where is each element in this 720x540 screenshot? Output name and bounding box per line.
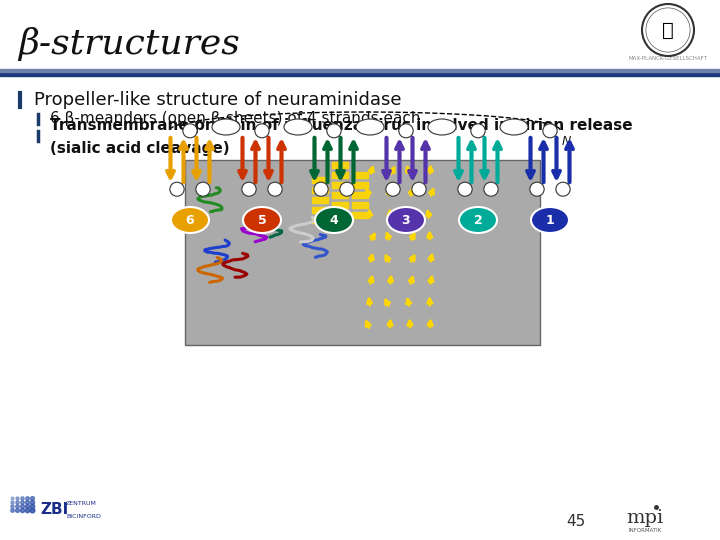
Ellipse shape <box>340 182 354 196</box>
Ellipse shape <box>212 119 240 135</box>
Text: 6: 6 <box>186 213 194 226</box>
Bar <box>185 160 540 345</box>
Ellipse shape <box>530 182 544 196</box>
FancyArrowPatch shape <box>429 255 433 261</box>
FancyArrowPatch shape <box>428 299 432 305</box>
FancyArrowPatch shape <box>410 256 414 261</box>
FancyArrowPatch shape <box>406 167 410 173</box>
Text: β-structures: β-structures <box>18 27 240 61</box>
Text: Transmembrane protein of influenza virus involved in virion release: Transmembrane protein of influenza virus… <box>50 118 633 133</box>
Ellipse shape <box>471 124 485 138</box>
Ellipse shape <box>543 124 557 138</box>
Text: 4: 4 <box>330 213 338 226</box>
Text: BICINFORD: BICINFORD <box>66 514 101 519</box>
Ellipse shape <box>171 207 209 233</box>
FancyArrowPatch shape <box>407 299 411 305</box>
Ellipse shape <box>356 119 384 135</box>
Ellipse shape <box>386 182 400 196</box>
Ellipse shape <box>268 182 282 196</box>
Text: ZBI: ZBI <box>40 503 68 517</box>
Ellipse shape <box>399 124 413 138</box>
Ellipse shape <box>315 207 353 233</box>
Bar <box>0 69 720 72</box>
FancyArrowPatch shape <box>388 277 392 284</box>
FancyArrowPatch shape <box>367 211 372 217</box>
Text: 1: 1 <box>546 213 554 226</box>
Ellipse shape <box>387 207 425 233</box>
Ellipse shape <box>412 182 426 196</box>
FancyArrowPatch shape <box>369 277 373 284</box>
Text: ZENTRUM: ZENTRUM <box>66 501 97 506</box>
Ellipse shape <box>428 119 456 135</box>
Ellipse shape <box>314 182 328 196</box>
Text: 👤: 👤 <box>662 21 674 39</box>
FancyArrowPatch shape <box>369 167 374 173</box>
Ellipse shape <box>243 207 281 233</box>
Text: 5: 5 <box>258 213 266 226</box>
Ellipse shape <box>459 207 497 233</box>
Ellipse shape <box>556 182 570 196</box>
Ellipse shape <box>531 207 569 233</box>
Ellipse shape <box>183 124 197 138</box>
Ellipse shape <box>170 182 184 196</box>
FancyArrowPatch shape <box>409 189 413 195</box>
FancyArrowPatch shape <box>427 211 431 217</box>
FancyArrowPatch shape <box>387 189 392 195</box>
Text: 2: 2 <box>474 213 482 226</box>
Ellipse shape <box>500 119 528 135</box>
Bar <box>0 71 720 76</box>
FancyArrowPatch shape <box>409 277 413 284</box>
FancyArrowPatch shape <box>366 190 371 195</box>
FancyArrowPatch shape <box>386 300 390 306</box>
Text: INFORMATIK: INFORMATIK <box>629 528 662 532</box>
Text: Propeller-like structure of neuraminidase: Propeller-like structure of neuraminidas… <box>34 91 402 109</box>
FancyArrowPatch shape <box>366 322 370 327</box>
FancyArrowPatch shape <box>388 321 392 327</box>
FancyArrowPatch shape <box>370 234 374 240</box>
FancyArrowPatch shape <box>410 212 414 218</box>
FancyArrowPatch shape <box>429 190 433 195</box>
Text: MAX-PLANCK-GESELLSCHAFT: MAX-PLANCK-GESELLSCHAFT <box>629 57 708 62</box>
FancyArrowPatch shape <box>369 255 373 261</box>
Ellipse shape <box>255 124 269 138</box>
Text: (sialic acid cleavage): (sialic acid cleavage) <box>50 141 230 156</box>
FancyArrowPatch shape <box>428 167 433 173</box>
Text: mpi: mpi <box>626 509 664 527</box>
Ellipse shape <box>458 182 472 196</box>
Text: 3: 3 <box>402 213 410 226</box>
Ellipse shape <box>284 119 312 135</box>
FancyArrowPatch shape <box>428 233 432 239</box>
Ellipse shape <box>196 182 210 196</box>
FancyArrowPatch shape <box>388 211 392 217</box>
FancyArrowPatch shape <box>428 277 433 284</box>
Ellipse shape <box>327 124 341 138</box>
Text: 6 β-meanders (open β-sheets) of 4 strands each: 6 β-meanders (open β-sheets) of 4 strand… <box>50 111 420 126</box>
Text: 45: 45 <box>567 515 585 530</box>
FancyArrowPatch shape <box>367 299 372 305</box>
FancyArrowPatch shape <box>387 233 390 239</box>
FancyArrowPatch shape <box>408 321 412 327</box>
Ellipse shape <box>242 182 256 196</box>
FancyArrowPatch shape <box>410 234 414 240</box>
Ellipse shape <box>484 182 498 196</box>
FancyArrowPatch shape <box>428 321 433 327</box>
Text: N: N <box>562 135 572 148</box>
FancyArrowPatch shape <box>390 168 394 173</box>
FancyArrowPatch shape <box>386 256 390 261</box>
